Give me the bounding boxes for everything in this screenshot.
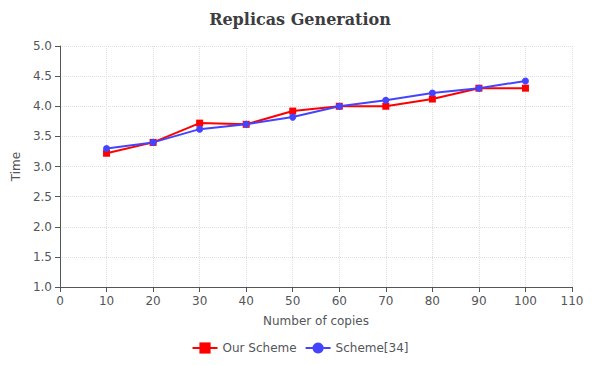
svg-text:3.0: 3.0 (33, 160, 52, 174)
svg-text:100: 100 (514, 294, 537, 308)
svg-text:4.0: 4.0 (33, 99, 52, 113)
svg-text:4.5: 4.5 (33, 69, 52, 83)
svg-text:80: 80 (425, 294, 440, 308)
svg-text:Replicas Generation: Replicas Generation (209, 10, 391, 29)
svg-text:10: 10 (99, 294, 114, 308)
svg-text:Number of copies: Number of copies (263, 314, 369, 328)
svg-text:0: 0 (56, 294, 64, 308)
svg-text:1.0: 1.0 (33, 280, 52, 294)
svg-text:40: 40 (239, 294, 254, 308)
svg-text:Our Scheme: Our Scheme (223, 341, 297, 355)
svg-text:20: 20 (145, 294, 160, 308)
svg-text:2.0: 2.0 (33, 220, 52, 234)
svg-text:5.0: 5.0 (33, 39, 52, 53)
svg-text:110: 110 (561, 294, 584, 308)
svg-text:60: 60 (332, 294, 347, 308)
svg-text:50: 50 (285, 294, 300, 308)
svg-text:70: 70 (378, 294, 393, 308)
svg-text:Scheme[34]: Scheme[34] (336, 341, 409, 355)
svg-text:90: 90 (471, 294, 486, 308)
svg-text:1.5: 1.5 (33, 250, 52, 264)
svg-text:30: 30 (192, 294, 207, 308)
svg-text:2.5: 2.5 (33, 190, 52, 204)
svg-text:3.5: 3.5 (33, 129, 52, 143)
svg-text:Time: Time (9, 152, 23, 182)
